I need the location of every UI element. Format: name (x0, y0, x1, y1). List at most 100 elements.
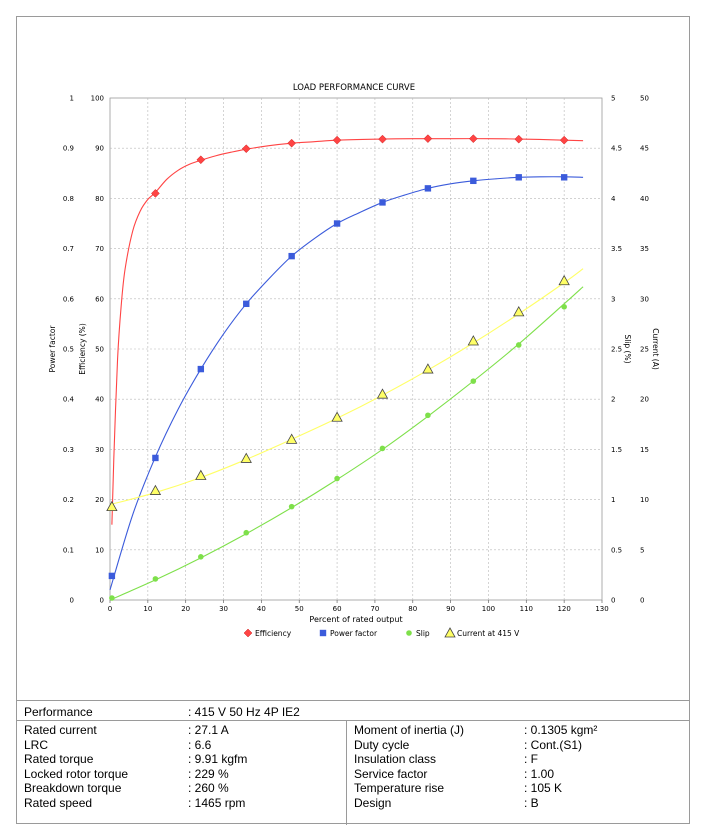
x-tick-label: 70 (370, 605, 379, 613)
y-tick-label-efficiency: 30 (95, 446, 104, 454)
legend-label-power-factor: Power factor (330, 629, 378, 638)
axes: 0 10 20 30 40 50 60 70 80 90 100 110 120 13000.10.20.… (63, 95, 649, 614)
spec-row: Rated torque : 9.91 kgfm (16, 752, 690, 766)
y-tick-label-efficiency: 60 (95, 295, 104, 303)
x-tick-label: 120 (557, 605, 570, 613)
spec-row: Moment of inertia (J) : 0.1305 kgm² (16, 723, 690, 737)
y-tick-label-slip: 4.5 (611, 145, 622, 153)
spec-row: LRC : 6.6 (16, 738, 690, 752)
spec-row: Breakdown torque: 260 % (16, 781, 690, 795)
y-axis-label-current: Current (A) (651, 328, 660, 370)
point-efficiency (423, 134, 433, 144)
spec-row: Rated current : 27.1 A (16, 723, 690, 737)
y-tick-label-slip: 2 (611, 396, 615, 404)
x-tick-label: 40 (257, 605, 266, 613)
point-power-factor (560, 174, 568, 181)
y-tick-label-slip: 1 (611, 496, 615, 504)
spec-value: : 27.1 A (188, 723, 229, 737)
markers (106, 134, 570, 601)
point-slip (334, 475, 340, 482)
spec-label: Design (354, 795, 392, 810)
spec-label: Rated current (24, 723, 97, 737)
y-tick-label-efficiency: 0 (100, 597, 104, 605)
y-tick-label-current: 25 (640, 346, 649, 354)
point-slip (561, 304, 567, 310)
spec-label: Service factor (354, 766, 428, 781)
y-tick-label-current: 0 (640, 597, 644, 605)
point-power-factor (108, 572, 116, 580)
load-performance-chart: LOAD PERFORMANCE CURVE 0 10 20 30 40 50 60 70 80… (48, 83, 660, 638)
spec-value: : 415 V 50 Hz 4P IE2 (188, 705, 300, 719)
y-tick-label-current: 30 (640, 295, 649, 303)
x-tick-label: 30 (219, 605, 228, 613)
point-efficiency (241, 144, 251, 154)
y-tick-label-power-factor: 0.8 (63, 195, 74, 203)
point-efficiency (514, 134, 524, 144)
y-tick-label-current: 5 (640, 546, 644, 554)
y-axis-label-power-factor: Power factor (48, 325, 57, 373)
x-tick-label: 130 (595, 605, 608, 613)
point-power-factor (379, 199, 386, 206)
x-axis-label: Percent of rated output (309, 615, 402, 624)
spec-label: Moment of inertia (J) (354, 723, 465, 737)
y-axis-label-efficiency: Efficiency (%) (78, 323, 87, 375)
point-slip (470, 378, 477, 384)
point-slip (243, 529, 250, 536)
spec-label: LRC (24, 737, 49, 752)
point-slip (288, 503, 295, 510)
spec-row: Design: B (16, 796, 690, 810)
point-slip (109, 595, 115, 601)
spec-label: Locked rotor torque (24, 766, 129, 781)
x-tick-label: 100 (482, 605, 495, 613)
spec-label: Temperature rise (354, 781, 445, 795)
y-tick-label-efficiency: 80 (95, 195, 104, 203)
point-current-at-415-v (285, 433, 298, 444)
y-tick-label-slip: 5 (611, 95, 615, 103)
point-slip (198, 554, 204, 560)
y-tick-label-power-factor: 0.4 (63, 396, 75, 404)
point-current-at-415-v (376, 388, 389, 399)
spec-value: : 9.91 kgfm (188, 752, 248, 766)
y-axis-label-slip: Slip (%) (623, 334, 632, 363)
spec-column-divider (346, 720, 347, 825)
spec-value: : 1465 rpm (188, 795, 246, 810)
spec-row: Duty cycle: Cont.(S1) (16, 738, 690, 752)
point-power-factor (152, 454, 159, 462)
curve-efficiency (111, 138, 584, 525)
point-current-at-415-v (106, 500, 118, 512)
point-current-at-415-v (331, 411, 343, 422)
y-tick-label-power-factor: 0.7 (63, 245, 74, 253)
legend-label-current-at-415-v: Current at 415 V (457, 629, 520, 638)
x-tick-label: 80 (408, 605, 417, 613)
spec-divider (16, 720, 690, 721)
legend-marker-slip (406, 630, 412, 636)
grid (109, 97, 603, 601)
point-efficiency (196, 155, 206, 165)
y-tick-label-slip: 2.5 (611, 346, 622, 354)
chart-title: LOAD PERFORMANCE CURVE (293, 83, 415, 93)
point-efficiency (468, 134, 478, 144)
y-tick-label-power-factor: 0 (70, 597, 74, 605)
y-tick-label-current: 35 (640, 245, 649, 253)
y-tick-label-efficiency: 50 (95, 346, 104, 354)
point-efficiency (287, 138, 297, 148)
x-tick-label: 60 (333, 605, 342, 613)
spec-label: Rated torque (24, 752, 94, 766)
y-tick-label-current: 40 (640, 195, 649, 203)
y-tick-label-power-factor: 0.9 (63, 145, 74, 153)
y-tick-label-current: 15 (640, 446, 649, 454)
y-tick-label-slip: 0.5 (611, 546, 622, 554)
point-current-at-415-v (513, 306, 525, 317)
y-tick-label-power-factor: 0.3 (63, 446, 74, 454)
point-current-at-415-v (422, 363, 434, 374)
spec-value: : 6.6 (188, 737, 212, 752)
spec-label: Insulation class (354, 752, 437, 766)
point-current-at-415-v (149, 484, 162, 495)
y-tick-label-efficiency: 70 (95, 245, 104, 253)
spec-label: Rated speed (24, 795, 93, 810)
spec-value: : 0.1305 kgm² (524, 723, 598, 737)
legend-item-power-factor: Power factor (319, 629, 378, 638)
y-tick-label-power-factor: 0.1 (63, 546, 74, 554)
point-current-at-415-v (240, 452, 252, 463)
point-slip (515, 342, 522, 348)
